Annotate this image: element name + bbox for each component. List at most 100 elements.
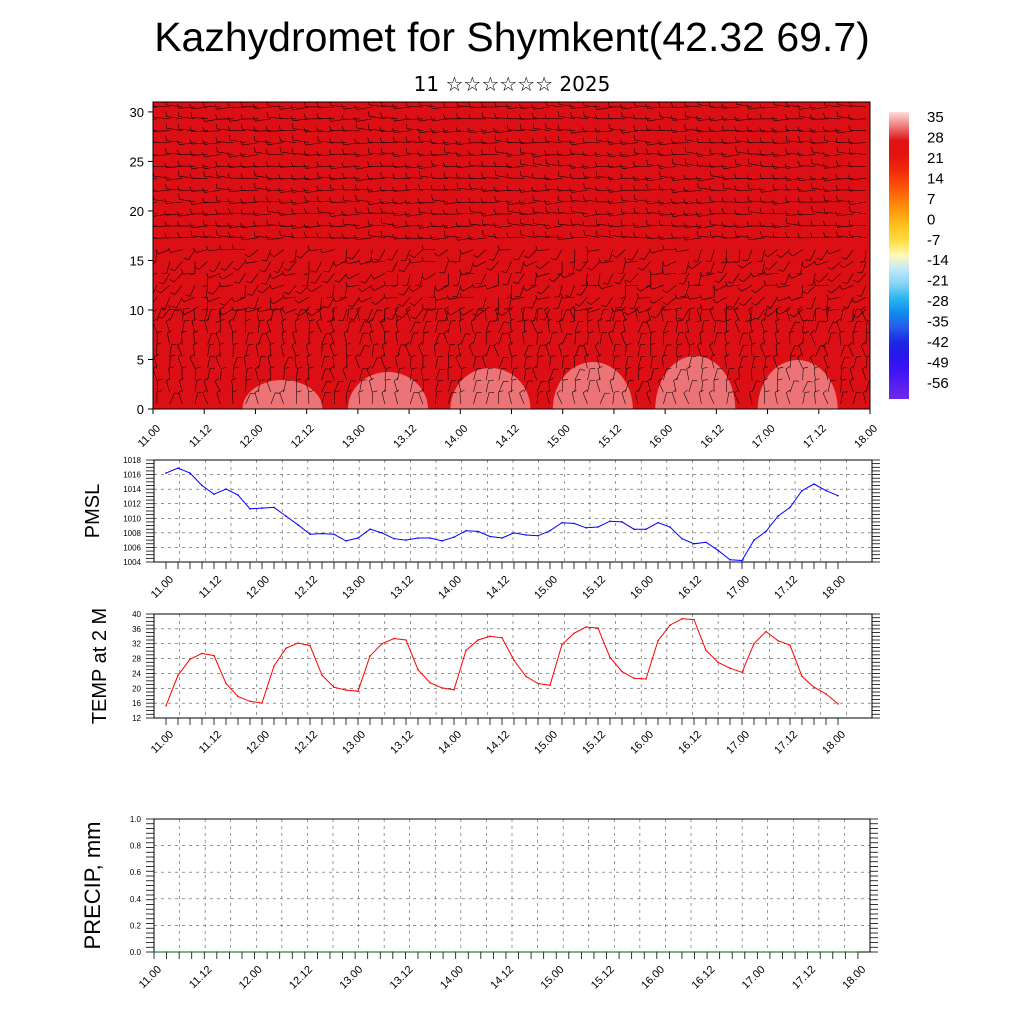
wind-barb-feather	[531, 104, 534, 110]
wind-barb-shaft	[174, 285, 183, 295]
wind-barb-shaft	[865, 356, 868, 369]
pmsl-point	[345, 540, 347, 542]
wind-barb-shaft	[331, 166, 347, 170]
wind-barb-shaft	[558, 154, 575, 157]
wind-barb-shaft	[698, 118, 715, 121]
wind-barb-feather	[176, 139, 180, 145]
wind-barb-feather	[279, 306, 285, 310]
wind-barb-feather	[733, 223, 737, 228]
precip-point	[605, 951, 608, 953]
wind-barb-feather	[657, 140, 661, 146]
wind-barb-feather	[157, 331, 162, 333]
wind-barb-feather	[379, 320, 385, 323]
wind-barb-feather	[511, 378, 517, 381]
wind-barb-shaft	[750, 344, 753, 357]
wind-barb-feather	[215, 209, 218, 214]
pmsl-xtick-label: 11.00	[149, 574, 176, 601]
wind-barb-feather	[392, 151, 395, 157]
wind-barb-feather	[797, 210, 800, 216]
wind-barb-shaft	[789, 380, 795, 393]
wind-barb-feather	[735, 135, 737, 141]
wind-barb-shaft	[449, 296, 461, 300]
wind-barb-feather	[621, 111, 623, 117]
wind-barb-feather	[328, 116, 332, 122]
wind-barb-feather	[790, 355, 796, 357]
wind-barb-shaft	[330, 105, 347, 108]
temp2m-point	[777, 639, 779, 642]
wind-barb-feather	[170, 355, 176, 357]
pmsl-ytick-label: 1008	[123, 529, 141, 538]
wind-barb-shaft	[523, 356, 527, 369]
wind-barb-feather	[254, 182, 256, 189]
wind-barb-feather	[836, 318, 841, 322]
wind-barb-feather	[696, 151, 699, 157]
wind-barb-shaft	[278, 261, 284, 273]
pmsl-xtick-label: 17.00	[724, 574, 752, 602]
wind-barb-feather	[443, 172, 446, 178]
wind-barb-feather	[523, 255, 529, 259]
wind-barb-shaft	[406, 201, 423, 205]
wind-barb-shaft	[203, 380, 208, 393]
wind-barb-shaft	[394, 154, 411, 157]
wind-barb-feather	[544, 199, 547, 205]
wind-barb-shaft	[280, 344, 284, 357]
wind-barb-shaft	[493, 345, 500, 357]
wind-barb-feather	[508, 330, 514, 334]
wind-barb-shaft	[348, 273, 360, 280]
wind-barb-feather	[814, 366, 819, 369]
wind-barb-feather	[228, 125, 230, 131]
wind-barb-shaft	[229, 189, 246, 193]
wind-barb-shaft	[266, 321, 272, 333]
wind-barb-shaft	[609, 128, 626, 131]
wind-barb-shaft	[698, 130, 715, 133]
wind-barb-feather	[620, 296, 626, 299]
wind-barb-shaft	[774, 201, 791, 205]
temp2m-ytick-label: 16	[132, 699, 141, 708]
wind-barb-feather	[537, 331, 543, 333]
wind-barb-feather	[822, 320, 828, 323]
wind-barb-shaft	[308, 320, 310, 333]
wind-barb-shaft	[836, 321, 841, 333]
wind-barb-feather	[506, 200, 509, 205]
wind-barb-shaft	[533, 189, 550, 192]
wind-barb-shaft	[177, 357, 183, 369]
wind-barb-feather	[329, 149, 332, 155]
wind-barb-shaft	[701, 380, 704, 393]
wind-barb-feather	[558, 342, 564, 346]
pmsl-points	[165, 467, 839, 562]
wind-barb-feather	[848, 161, 851, 167]
wind-barb-shaft	[612, 321, 616, 333]
wind-barb-shaft	[419, 154, 436, 157]
wind-barb-feather	[311, 270, 317, 273]
wind-barb-feather	[786, 218, 788, 224]
wind-barb-shaft	[715, 284, 727, 291]
wind-barb-feather	[849, 102, 851, 106]
wind-barb-feather	[709, 230, 712, 236]
wind-barb-shaft	[806, 285, 816, 294]
temp2m-xtick-label: 14.12	[484, 729, 512, 757]
wind-barb-shaft	[444, 235, 461, 238]
wind-barb-shaft	[634, 212, 651, 215]
wind-barb-shaft	[409, 380, 414, 393]
wind-barb-feather	[797, 176, 800, 182]
wind-barb-shaft	[572, 261, 576, 274]
wind-barb-shaft	[710, 118, 727, 122]
wind-barb-shaft	[837, 235, 854, 238]
wind-barb-feather	[240, 140, 243, 146]
wind-barb-shaft	[407, 273, 411, 286]
wind-barb-shaft	[508, 223, 525, 227]
wind-barb-feather	[307, 288, 312, 293]
wind-barb-shaft	[685, 189, 702, 193]
wind-barb-feather	[367, 124, 370, 130]
wind-barb-feather	[141, 135, 142, 140]
wind-barb-feather	[662, 289, 668, 294]
wind-barb-shaft	[596, 130, 613, 133]
wind-barb-shaft	[305, 178, 322, 180]
wind-barb-shaft	[546, 201, 563, 205]
wind-barb-feather	[189, 223, 193, 228]
wind-barb-feather	[405, 147, 408, 153]
wind-barb-shaft	[815, 321, 819, 333]
wind-barb-shaft	[634, 178, 651, 181]
wind-barb-feather	[670, 188, 674, 193]
wind-barb-feather	[556, 389, 561, 394]
